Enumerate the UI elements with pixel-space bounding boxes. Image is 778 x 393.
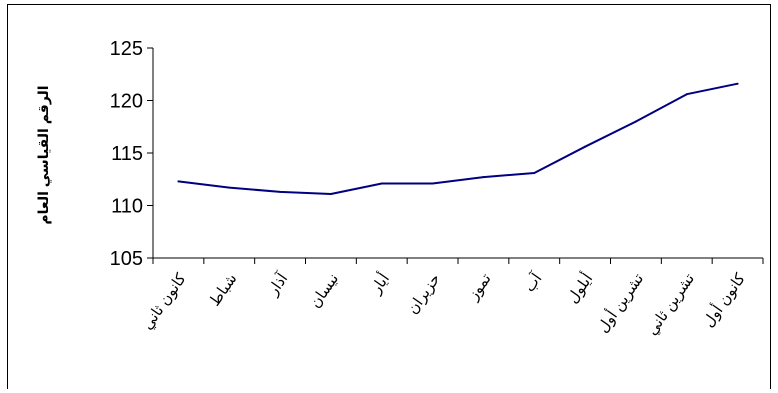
data-point (177, 180, 180, 183)
y-axis-label: الرقم القياسي العام (35, 85, 52, 224)
data-point (380, 182, 383, 185)
x-axis: كانون ثاني شباط آذار نيسان أيار حزيران تموز آب أ… (139, 257, 764, 339)
x-tick-label: حزيران (404, 271, 444, 318)
data-point (736, 82, 739, 85)
x-tick-label: أيلول (562, 269, 596, 306)
x-tick-label: نيسان (307, 271, 343, 312)
chart-frame (7, 4, 771, 389)
x-tick-label: شباط (206, 271, 240, 310)
x-tick-label: أيار (365, 269, 393, 297)
data-point (482, 176, 485, 179)
y-axis: 105 110 115 120 125 (110, 38, 154, 270)
x-tick-label: آب (520, 269, 546, 295)
x-tick-label: تشرين ثاني (643, 271, 698, 339)
y-tick-label: 125 (110, 38, 143, 60)
x-tick-label: كانون أول (698, 269, 749, 331)
data-point (329, 192, 332, 195)
y-tick-label: 120 (110, 91, 143, 113)
y-tick-label: 110 (111, 196, 143, 218)
data-point (279, 190, 282, 193)
series-line (178, 82, 738, 195)
data-point (685, 93, 688, 96)
y-tick-label: 115 (111, 143, 143, 165)
data-point (584, 145, 587, 148)
y-tick-label: 105 (110, 248, 143, 270)
x-tick-label: تشرين أول (593, 269, 648, 336)
data-point (634, 120, 637, 123)
data-point (533, 171, 536, 174)
data-point (228, 186, 231, 189)
x-tick-label: تموز (464, 271, 494, 304)
x-tick-label: كانون ثاني (139, 270, 191, 334)
x-tick-label: آذار (263, 269, 292, 299)
series (177, 82, 739, 195)
data-point (431, 182, 434, 185)
